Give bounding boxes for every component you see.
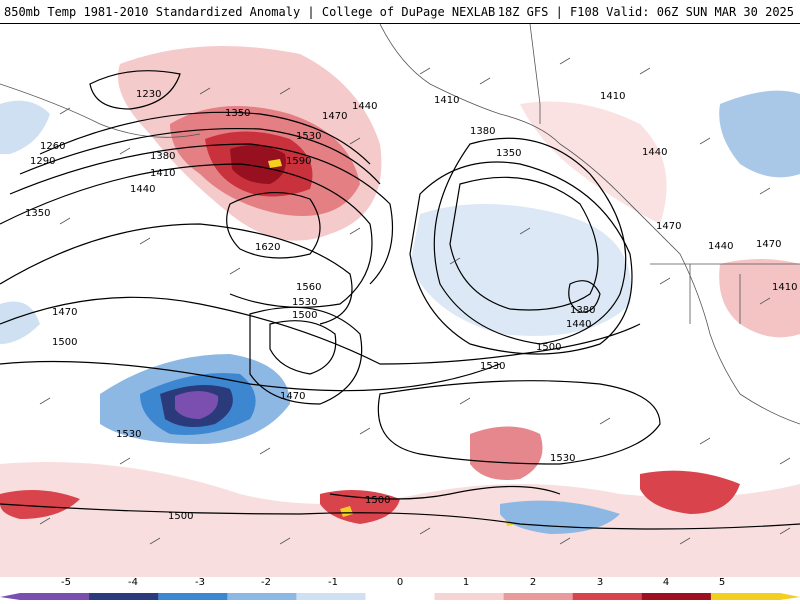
contour-label: 1350	[225, 108, 250, 119]
contour-label: 1530	[292, 297, 317, 308]
contour-label: 1470	[280, 391, 305, 402]
contour-label: 1560	[296, 282, 321, 293]
contour-label: 1500	[292, 310, 317, 321]
colorbar-label: -2	[261, 577, 271, 588]
contour-label: 1470	[756, 239, 781, 250]
contour-label: 1470	[52, 307, 77, 318]
contour-label: 1350	[25, 208, 50, 219]
colorbar-segment	[296, 593, 366, 600]
colorbar-canvas	[0, 593, 800, 600]
colorbar-segment	[365, 593, 436, 600]
colorbar-left-arrow	[0, 593, 20, 600]
colorbar-label: 1	[462, 577, 470, 588]
contour-label: 1500	[52, 337, 77, 348]
contour-label: 1380	[570, 305, 595, 316]
weather-map[interactable]: 1230 1260 1290 1350 1350 1380 1410 1440 …	[0, 24, 800, 577]
contour-label: 1440	[352, 101, 377, 112]
contour-label: 1410	[772, 282, 797, 293]
contour-labels: 1230 1260 1290 1350 1350 1380 1410 1440 …	[25, 89, 797, 522]
warm-anomaly-shading	[0, 46, 800, 577]
colorbar-label: -4	[128, 577, 138, 588]
colorbar-segment	[710, 593, 781, 600]
colorbar-segment	[20, 593, 90, 600]
wind-barbs	[39, 57, 791, 545]
colorbar-segment	[434, 593, 505, 600]
contour-label: 1530	[550, 453, 575, 464]
contour-label: 1470	[656, 221, 681, 232]
colorbar-segment	[158, 593, 228, 600]
contour-label: 1590	[286, 156, 311, 167]
colorbar-label: 2	[529, 577, 537, 588]
colorbar-label: -3	[195, 577, 205, 588]
contour-label: 1410	[600, 91, 625, 102]
colorbar-label: 0	[396, 577, 404, 588]
contour-label: 1440	[708, 241, 733, 252]
colorbar-label: -1	[328, 577, 338, 588]
contour-label: 1350	[496, 148, 521, 159]
colorbar-segment	[503, 593, 574, 600]
colorbar-label: 4	[662, 577, 670, 588]
colorbar-segment	[227, 593, 297, 600]
contour-label: 1290	[30, 156, 55, 167]
colorbar-segment	[89, 593, 159, 600]
model-run-info: 18Z GFS | F108 Valid: 06Z SUN MAR 30 202…	[497, 5, 794, 19]
contour-label: 1500	[168, 511, 193, 522]
anomaly-colorbar: -5 -4 -3 -2 -1 0 1 2 3 4 5	[0, 577, 800, 600]
contour-label: 1530	[480, 361, 505, 372]
contour-label: 1410	[434, 95, 459, 106]
map-title: 850mb Temp 1981-2010 Standardized Anomal…	[4, 5, 496, 19]
contour-label: 1440	[566, 319, 591, 330]
contour-label: 1440	[130, 184, 155, 195]
contour-label: 1260	[40, 141, 65, 152]
contour-label: 1470	[322, 111, 347, 122]
contour-label: 1500	[536, 342, 561, 353]
contour-label: 1530	[296, 131, 321, 142]
contour-label: 1380	[150, 151, 175, 162]
contour-label: 1440	[642, 147, 667, 158]
colorbar-label: -5	[61, 577, 71, 588]
colorbar-label: 5	[718, 577, 726, 588]
contour-label: 1410	[150, 168, 175, 179]
coastlines	[0, 24, 800, 425]
map-canvas: 1230 1260 1290 1350 1350 1380 1410 1440 …	[0, 24, 800, 577]
map-header: 850mb Temp 1981-2010 Standardized Anomal…	[0, 0, 800, 24]
contour-label: 1530	[116, 429, 141, 440]
colorbar-segment	[641, 593, 712, 600]
contour-label: 1380	[470, 126, 495, 137]
colorbar-label: 3	[596, 577, 604, 588]
contour-label: 1230	[136, 89, 161, 100]
colorbar-segment	[572, 593, 643, 600]
contour-label: 1500	[365, 495, 390, 506]
height-contours	[0, 70, 800, 530]
cold-anomaly-shading	[0, 90, 800, 534]
contour-label: 1620	[255, 242, 280, 253]
colorbar-right-arrow	[780, 593, 800, 600]
